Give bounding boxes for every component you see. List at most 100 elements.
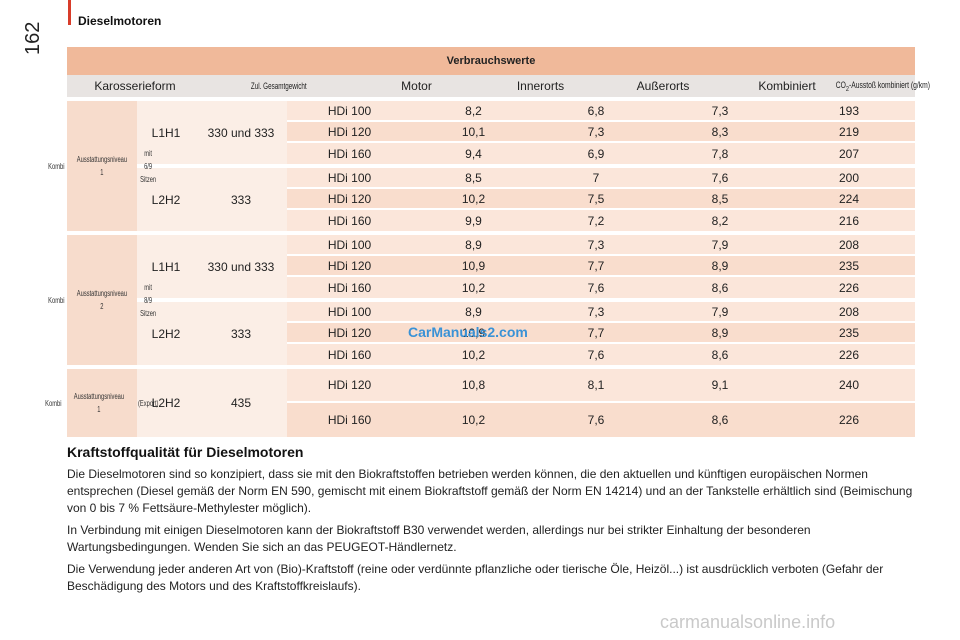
cell-motor: HDi 160 [327, 213, 372, 228]
cell-ausserorts: 7,5 [587, 191, 605, 206]
cell-co2: 193 [838, 103, 860, 118]
cell-innerorts: 9,4 [465, 146, 482, 161]
section-header: Dieselmotoren [78, 14, 162, 28]
table-group: Kombi Ausstattungsniveau 1 mit 6/9 Sitzen L… [48, 101, 915, 231]
table-row: HDi 100 8,9 7,3 7,9 208 [287, 302, 915, 323]
table-header-row: Karosserieform Zul. Gesamtgewicht Motor … [67, 75, 930, 97]
vehicle-size-cell: L2H2 [137, 302, 195, 365]
paragraph: Die Dieselmotoren sind so konzipiert, da… [67, 467, 913, 515]
table-row: HDi 100 8,5 7 7,6 200 [287, 168, 915, 189]
cell-motor: HDi 120 [327, 124, 372, 139]
cell-ausserorts: 7,7 [587, 258, 605, 273]
cell-co2: 208 [838, 304, 860, 319]
group-label: Kombi Ausstattungsniveau 1 (Export) [45, 369, 159, 437]
weight-cell: 435 [195, 369, 287, 437]
table-row: HDi 120 10,1 7,3 8,3 219 [287, 122, 915, 143]
cell-co2: 226 [838, 413, 860, 427]
vehicle-size-cell: L1H1 [137, 101, 195, 164]
cell-kombiniert: 8,6 [711, 280, 729, 295]
cell-kombiniert: 8,6 [711, 413, 729, 427]
table-row: HDi 100 8,9 7,3 7,9 208 [287, 235, 915, 256]
cell-ausserorts: 7,6 [587, 347, 605, 362]
header-karosserieform: Karosserieform [94, 79, 176, 93]
header-innerorts: Innerorts [516, 79, 565, 93]
cell-ausserorts: 7,6 [587, 280, 605, 295]
cell-co2: 226 [838, 347, 860, 362]
cell-ausserorts: 6,9 [587, 146, 605, 161]
weight-cell: 330 und 333 [195, 235, 287, 298]
vehicle-size-cell: L2H2 [137, 168, 195, 231]
cell-ausserorts: 7,3 [587, 124, 605, 139]
fuel-quality-section: Kraftstoffqualität für Dieselmotoren Die… [67, 444, 917, 600]
table-row: HDi 160 10,2 7,6 8,6 226 [287, 403, 915, 437]
cell-ausserorts: 7,3 [587, 304, 605, 319]
cell-co2: 216 [838, 213, 860, 228]
cell-co2: 226 [838, 280, 860, 295]
header-kombiniert: Kombiniert [758, 79, 816, 93]
cell-kombiniert: 7,8 [711, 146, 729, 161]
cell-ausserorts: 7,2 [587, 213, 605, 228]
table-row: HDi 100 8,2 6,8 7,3 193 [287, 101, 915, 122]
cell-innerorts: 10,8 [461, 378, 486, 392]
consumption-table: Verbrauchswerte Karosserieform Zul. Gesa… [45, 47, 930, 437]
table-group: Kombi Ausstattungsniveau 1 (Export) L2H2 435… [45, 369, 915, 437]
weight-cell: 333 [195, 168, 287, 231]
table-row: HDi 160 9,4 6,9 7,8 207 [287, 143, 915, 164]
cell-innerorts: 10,2 [461, 191, 486, 206]
cell-motor: HDi 100 [327, 237, 372, 252]
watermark-text: CarManuals2.com [408, 324, 528, 340]
table-row: HDi 160 10,2 7,6 8,6 226 [287, 344, 915, 365]
table-group: Kombi Ausstattungsniveau 2 mit 8/9 Sitzen L… [48, 235, 915, 365]
cell-kombiniert: 8,9 [711, 258, 729, 273]
cell-innerorts: 10,9 [461, 258, 486, 273]
cell-ausserorts: 7,7 [587, 325, 605, 340]
header-ausserorts: Außerorts [636, 79, 690, 93]
cell-kombiniert: 7,9 [711, 304, 729, 319]
weight-cell: 333 [195, 302, 287, 365]
cell-kombiniert: 8,9 [711, 325, 729, 340]
weight-cell: 330 und 333 [195, 101, 287, 164]
vehicle-size-cell: L2H2 [137, 369, 195, 437]
group-label: Kombi Ausstattungsniveau 2 mit 8/9 Sitzen [48, 235, 156, 365]
cell-innerorts: 10,2 [461, 413, 486, 427]
table-row: HDi 160 10,2 7,6 8,6 226 [287, 277, 915, 298]
cell-co2: 240 [838, 378, 860, 392]
cell-innerorts: 9,9 [465, 213, 482, 228]
cell-kombiniert: 8,5 [711, 191, 729, 206]
header-motor: Motor [401, 79, 432, 93]
cell-motor: HDi 120 [327, 258, 372, 273]
cell-ausserorts: 7 [592, 170, 600, 185]
cell-motor: HDi 100 [327, 170, 372, 185]
table-row: HDi 120 10,8 8,1 9,1 240 [287, 369, 915, 403]
accent-rule [68, 0, 71, 25]
header-gewicht: Zul. Gesamtgewicht [250, 81, 307, 91]
cell-kombiniert: 8,6 [711, 347, 729, 362]
cell-kombiniert: 9,1 [711, 378, 729, 392]
footer-watermark: carmanualsonline.info [660, 612, 836, 632]
cell-motor: HDi 120 [327, 191, 372, 206]
cell-kombiniert: 7,9 [711, 237, 729, 252]
page-number: 162 [22, 21, 44, 55]
cell-innerorts: 8,2 [465, 103, 482, 118]
table-row: HDi 120 10,9 7,7 8,9 235 [287, 323, 915, 344]
cell-co2: 235 [838, 258, 860, 273]
cell-motor: HDi 160 [327, 347, 372, 362]
table-row: HDi 120 10,9 7,7 8,9 235 [287, 256, 915, 277]
vehicle-size-cell: L1H1 [137, 235, 195, 298]
cell-co2: 235 [838, 325, 860, 340]
cell-ausserorts: 8,1 [587, 378, 605, 392]
cell-innerorts: 8,9 [465, 237, 482, 252]
cell-innerorts: 10,9 [461, 325, 486, 340]
cell-co2: 207 [838, 146, 860, 161]
table-body: Kombi Ausstattungsniveau 1 mit 6/9 Sitzen L… [45, 101, 915, 437]
table-banner: Verbrauchswerte [67, 47, 915, 75]
cell-ausserorts: 7,6 [587, 413, 605, 427]
header-co2: CO2-Ausstoß kombiniert (g/km) [835, 79, 930, 93]
paragraph: In Verbindung mit einigen Dieselmotoren … [67, 523, 811, 554]
cell-kombiniert: 7,3 [711, 103, 729, 118]
cell-ausserorts: 6,8 [587, 103, 605, 118]
cell-innerorts: 8,5 [465, 170, 482, 185]
cell-motor: HDi 120 [327, 325, 372, 340]
cell-innerorts: 8,9 [465, 304, 482, 319]
cell-co2: 200 [838, 170, 860, 185]
